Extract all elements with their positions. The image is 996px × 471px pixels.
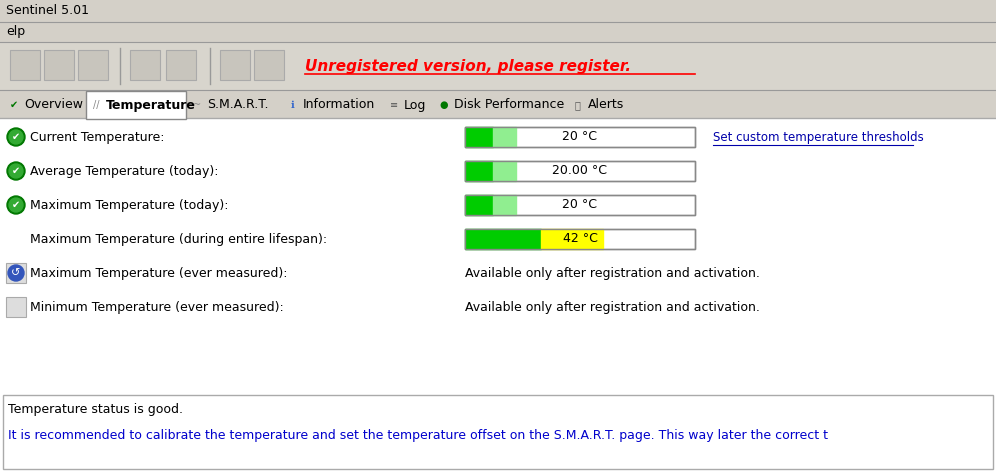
Text: ●: ● [439,100,448,110]
Bar [493,127,516,147]
Text: Temperature status is good.: Temperature status is good. [8,403,183,415]
Bar [465,195,695,215]
Bar [493,161,516,181]
Text: Alerts: Alerts [588,98,623,112]
Bar [0,0,996,22]
Text: Maximum Temperature (ever measured):: Maximum Temperature (ever measured): [30,267,288,279]
Text: Current Temperature:: Current Temperature: [30,130,164,144]
Circle shape [7,162,25,180]
Bar [541,229,603,249]
Text: 20 °C: 20 °C [563,198,598,211]
Text: Set custom temperature thresholds: Set custom temperature thresholds [713,130,923,144]
Text: ✔: ✔ [12,132,20,142]
Text: Available only after registration and activation.: Available only after registration and ac… [465,267,760,279]
Circle shape [7,196,25,214]
Circle shape [7,128,25,146]
Bar [465,229,695,249]
Bar [44,50,74,80]
Bar [465,161,695,181]
Text: ℹ: ℹ [291,100,295,110]
Text: //: // [93,100,100,110]
Text: S.M.A.R.T.: S.M.A.R.T. [207,98,269,112]
Bar [493,195,516,215]
Text: It is recommended to calibrate the temperature and set the temperature offset on: It is recommended to calibrate the tempe… [8,429,828,441]
Bar [254,50,284,80]
Bar [0,42,996,90]
Text: ↺: ↺ [11,268,21,278]
Text: ✔: ✔ [12,166,20,176]
Text: Available only after registration and activation.: Available only after registration and ac… [465,300,760,314]
Text: Log: Log [404,98,426,112]
Text: 📋: 📋 [575,100,581,110]
Bar [0,22,996,42]
Bar [78,50,108,80]
Text: Sentinel 5.01: Sentinel 5.01 [6,5,89,17]
Text: Disk Performance: Disk Performance [453,98,564,112]
Text: ~: ~ [193,100,201,110]
Text: Minimum Temperature (ever measured):: Minimum Temperature (ever measured): [30,300,284,314]
Text: 20 °C: 20 °C [563,130,598,144]
Bar [3,395,993,469]
Text: Overview: Overview [24,98,83,112]
Text: Unregistered version, please register.: Unregistered version, please register. [305,58,631,73]
Text: 42 °C: 42 °C [563,233,598,245]
Bar [465,229,541,249]
Text: 20.00 °C: 20.00 °C [553,164,608,178]
Text: ✔: ✔ [10,100,18,110]
Circle shape [8,265,24,281]
Bar [465,127,695,147]
Bar [6,297,26,317]
Bar [465,229,695,249]
Bar [465,161,695,181]
Bar [86,91,185,119]
Text: Information: Information [303,98,374,112]
Text: Average Temperature (today):: Average Temperature (today): [30,164,218,178]
Text: Maximum Temperature (during entire lifespan):: Maximum Temperature (during entire lifes… [30,233,327,245]
Text: elp: elp [6,25,25,39]
Circle shape [9,198,23,212]
Bar [6,263,26,283]
Bar [465,195,493,215]
Bar [220,50,250,80]
Text: Maximum Temperature (today):: Maximum Temperature (today): [30,198,228,211]
Circle shape [9,164,23,178]
Bar [0,90,996,118]
Text: ≡: ≡ [390,100,398,110]
Text: Temperature: Temperature [106,98,196,112]
Bar [465,161,493,181]
Bar [465,127,695,147]
Bar [166,50,196,80]
Bar [0,119,996,471]
Bar [465,195,695,215]
Bar [130,50,160,80]
Circle shape [9,130,23,144]
Bar [10,50,40,80]
Bar [465,127,493,147]
Text: ✔: ✔ [12,200,20,210]
